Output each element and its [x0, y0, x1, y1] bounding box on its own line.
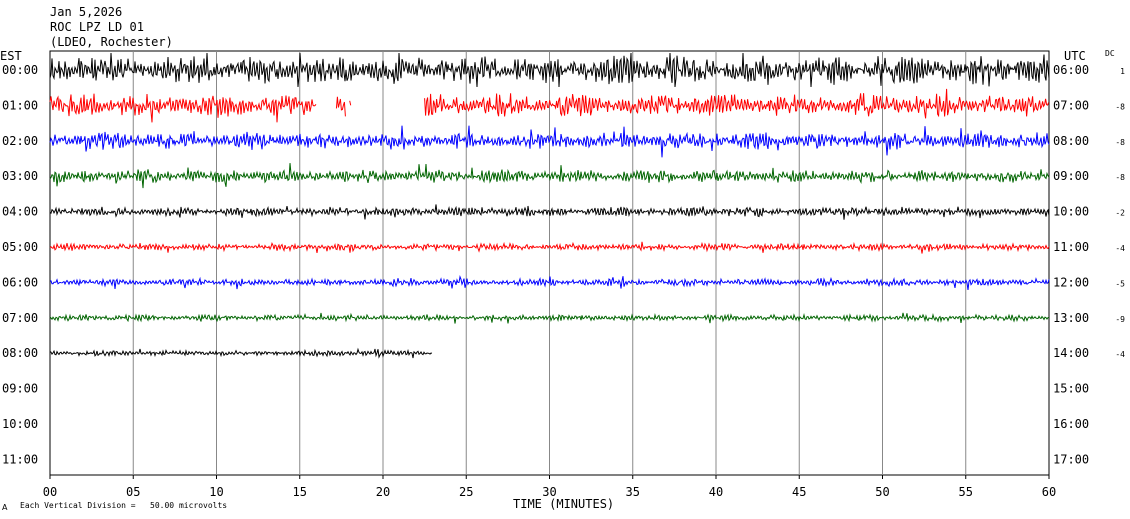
- network-name: (LDEO, Rochester): [50, 35, 173, 49]
- x-tick-label: 60: [1042, 485, 1056, 499]
- x-tick-label: 35: [626, 485, 640, 499]
- dc-value: -9: [1115, 315, 1125, 324]
- est-hour-label: 07:00: [2, 311, 38, 325]
- utc-hour-label: 16:00: [1053, 417, 1089, 431]
- est-hour-label: 08:00: [2, 346, 38, 360]
- scale-note: Each Vertical Division = 50.00 microvolt…: [20, 501, 227, 510]
- est-hour-label: 00:00: [2, 63, 38, 77]
- est-hour-label: 11:00: [2, 452, 38, 466]
- trace-line: [349, 100, 352, 106]
- est-axis-label: EST: [0, 49, 22, 63]
- x-tick-label: 00: [43, 485, 57, 499]
- trace-line: [49, 163, 1050, 189]
- utc-hour-label: 06:00: [1053, 63, 1089, 77]
- trace-line: [424, 88, 1050, 119]
- x-tick-labels: 00 05 10 15 20 25 30 35 40 45 50 55 60: [43, 485, 1056, 499]
- grid-lines: [49, 51, 1050, 479]
- dc-value: -2: [1115, 209, 1125, 218]
- est-hour-label: 04:00: [2, 205, 38, 219]
- x-tick-label: 45: [792, 485, 806, 499]
- trace-line: [49, 52, 1050, 88]
- dc-value: -4: [1115, 350, 1125, 359]
- x-tick-label: 15: [293, 485, 307, 499]
- station-code: ROC LPZ LD 01: [50, 20, 144, 34]
- chart-date: Jan 5,2026: [50, 5, 122, 19]
- est-hour-label: 02:00: [2, 134, 38, 148]
- utc-hour-label: 13:00: [1053, 311, 1089, 325]
- utc-hour-label: 08:00: [1053, 134, 1089, 148]
- logo-mark: A: [2, 503, 8, 512]
- utc-hour-label: 15:00: [1053, 382, 1089, 396]
- dc-label: DC: [1105, 49, 1115, 58]
- utc-hour-label: 17:00: [1053, 452, 1089, 466]
- utc-hour-labels: 06:00 07:00 08:00 09:00 10:00 11:00 12:00 13:00…: [1053, 63, 1089, 466]
- utc-hour-label: 07:00: [1053, 98, 1089, 112]
- utc-hour-label: 09:00: [1053, 169, 1089, 183]
- x-tick-label: 30: [542, 485, 556, 499]
- trace-line: [49, 347, 433, 359]
- x-tick-label: 55: [959, 485, 973, 499]
- utc-hour-label: 11:00: [1053, 240, 1089, 254]
- trace-line: [49, 93, 317, 123]
- est-hour-label: 01:00: [2, 98, 38, 112]
- utc-axis-label: UTC: [1064, 49, 1086, 63]
- trace-line: [49, 241, 1050, 254]
- dc-value: -4: [1115, 244, 1125, 253]
- dc-value: -5: [1115, 279, 1125, 288]
- dc-values: 1 -8 -8 -8 -2 -4 -5 -9 -4: [1115, 67, 1125, 359]
- trace-line: [49, 204, 1050, 220]
- x-tick-label: 10: [209, 485, 223, 499]
- x-tick-label: 50: [875, 485, 889, 499]
- trace-line: [49, 274, 1050, 290]
- est-hour-labels: 00:00 01:00 02:00 03:00 04:00 05:00 06:00 07:00…: [2, 63, 38, 466]
- utc-hour-label: 14:00: [1053, 346, 1089, 360]
- trace-line: [49, 125, 1050, 158]
- trace-line: [335, 96, 346, 117]
- x-axis-label: TIME (MINUTES): [513, 497, 614, 511]
- dc-value: -8: [1115, 138, 1125, 147]
- est-hour-label: 09:00: [2, 382, 38, 396]
- est-hour-label: 05:00: [2, 240, 38, 254]
- dc-value: -8: [1115, 102, 1125, 111]
- x-tick-label: 05: [126, 485, 140, 499]
- est-hour-label: 03:00: [2, 169, 38, 183]
- utc-hour-label: 12:00: [1053, 275, 1089, 289]
- est-hour-label: 06:00: [2, 275, 38, 289]
- x-tick-label: 25: [459, 485, 473, 499]
- est-hour-label: 10:00: [2, 417, 38, 431]
- x-tick-label: 20: [376, 485, 390, 499]
- utc-hour-label: 10:00: [1053, 205, 1089, 219]
- seismic-traces: [49, 52, 1050, 359]
- trace-line: [49, 312, 1050, 324]
- dc-value: -8: [1115, 173, 1125, 182]
- x-tick-label: 40: [709, 485, 723, 499]
- dc-value: 1: [1120, 67, 1125, 76]
